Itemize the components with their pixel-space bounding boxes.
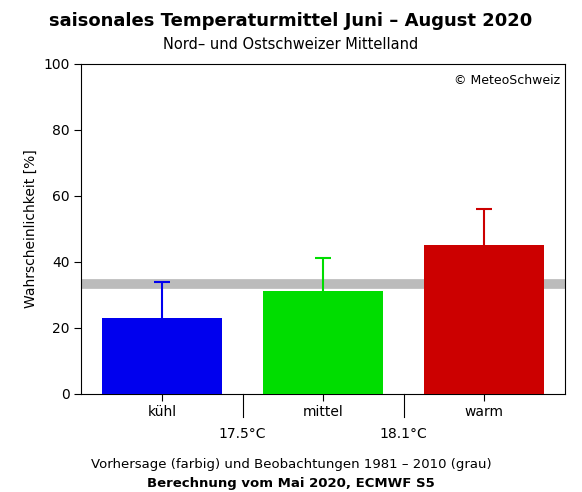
Text: saisonales Temperaturmittel Juni – August 2020: saisonales Temperaturmittel Juni – Augus… bbox=[49, 12, 533, 31]
Bar bbox=[424, 245, 544, 394]
Y-axis label: Wahrscheinlichkeit [%]: Wahrscheinlichkeit [%] bbox=[24, 150, 38, 308]
Text: Vorhersage (farbig) und Beobachtungen 1981 – 2010 (grau): Vorhersage (farbig) und Beobachtungen 19… bbox=[91, 459, 491, 471]
Text: © MeteoSchweiz: © MeteoSchweiz bbox=[453, 74, 560, 87]
Text: Nord– und Ostschweizer Mittelland: Nord– und Ostschweizer Mittelland bbox=[164, 37, 418, 52]
Text: 18.1°C: 18.1°C bbox=[379, 427, 427, 440]
Text: 17.5°C: 17.5°C bbox=[219, 427, 266, 440]
Bar bbox=[262, 291, 384, 394]
Text: Berechnung vom Mai 2020, ECMWF S5: Berechnung vom Mai 2020, ECMWF S5 bbox=[147, 477, 435, 490]
Bar bbox=[102, 318, 222, 394]
